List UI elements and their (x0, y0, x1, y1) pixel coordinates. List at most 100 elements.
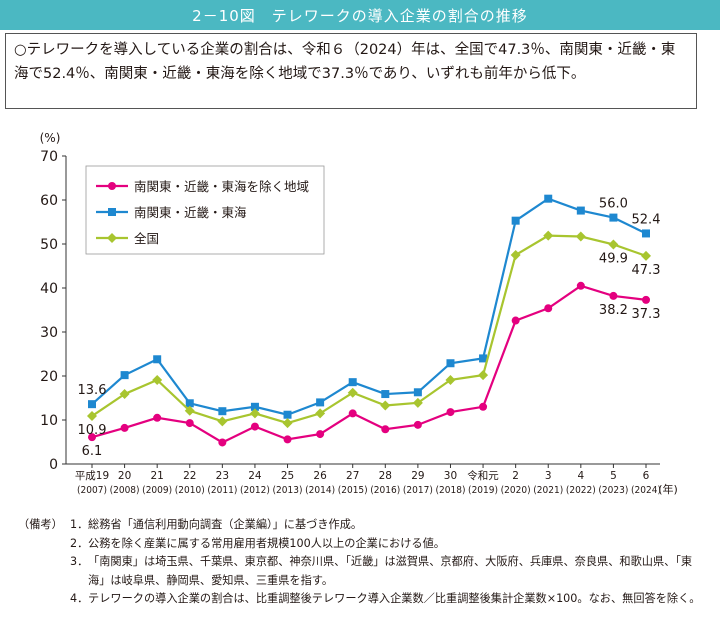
x-tick-label: 30 (444, 470, 457, 482)
y-tick-label: 50 (40, 237, 58, 253)
data-point (108, 208, 116, 216)
x-tick-year: (2020) (501, 485, 531, 496)
chart-svg: 0 10 20 30 40 50 60 70 (%) 平成19 (2007) 20 (2008) 21 (2… (40, 131, 678, 496)
x-tick-label: 25 (281, 470, 294, 482)
x-tick-label: 27 (346, 470, 359, 482)
data-point (609, 213, 618, 222)
x-tick-label: 28 (379, 470, 392, 482)
x-tick-year: (2014) (305, 485, 335, 496)
note-item: （備考） 1． 総務省「通信利用動向調査（企業編）」に基づき作成。 (18, 516, 708, 535)
data-point (381, 425, 390, 434)
data-point (316, 398, 325, 407)
data-point (153, 355, 162, 364)
x-tick-year: (2015) (338, 485, 368, 496)
data-point (250, 422, 259, 431)
note-number: 4． (70, 592, 89, 605)
data-point (88, 433, 96, 442)
notes-prefix: （備考） (18, 518, 63, 531)
y-tick-label: 20 (40, 369, 58, 385)
y-tick-label: 60 (40, 193, 58, 209)
data-point (185, 419, 194, 428)
note-item: 3． 「南関東」は埼玉県、千葉県、東京都、神奈川県、「近畿」は滋賀県、京都府、大… (18, 553, 708, 590)
data-label: 13.6 (78, 383, 107, 398)
data-point (316, 430, 325, 439)
data-point (218, 407, 227, 416)
data-point (108, 182, 116, 190)
data-point (446, 408, 455, 417)
data-point (544, 304, 553, 313)
data-point (642, 229, 650, 238)
x-tick-label: 平成19 (75, 470, 109, 482)
data-point (445, 374, 456, 385)
x-tick-label: 21 (150, 470, 163, 482)
data-point (609, 291, 618, 300)
data-point (348, 378, 357, 387)
data-label: 6.1 (82, 444, 103, 459)
series-line (91, 197, 647, 416)
data-point (479, 354, 488, 363)
series-line (91, 234, 647, 425)
x-tick-year: (2023) (598, 485, 628, 496)
data-point (380, 400, 391, 411)
legend-label: 南関東・近畿・東海を除く地域 (134, 179, 309, 194)
x-tick-year: (2022) (566, 485, 596, 496)
x-tick-year: (2007) (77, 485, 107, 496)
data-point (217, 416, 228, 427)
x-tick-label: 2 (512, 470, 519, 482)
data-label: 37.3 (632, 307, 661, 322)
x-tick-year: (2013) (273, 485, 303, 496)
data-point (119, 389, 130, 400)
x-tick-label: 23 (216, 470, 229, 482)
notes: （備考） 1． 総務省「通信利用動向調査（企業編）」に基づき作成。 2． 公務を… (18, 516, 708, 609)
data-point (576, 206, 585, 215)
x-tick-year: (2010) (175, 485, 205, 496)
x-tick-label: 20 (118, 470, 131, 482)
data-point (413, 420, 422, 429)
data-point (185, 399, 194, 408)
y-tick-label: 40 (40, 281, 58, 297)
data-point (348, 409, 357, 418)
data-point (575, 231, 586, 242)
data-point (218, 438, 227, 447)
data-point (413, 388, 422, 397)
x-tick-year: (2024) (631, 485, 661, 496)
figure-title: 2－10図 テレワークの導入企業の割合の推移 (0, 0, 720, 30)
note-item: 2． 公務を除く産業に属する常用雇用者規模100人以上の企業における値。 (18, 535, 708, 554)
x-tick-year: (2016) (370, 485, 400, 496)
x-tick-label: 26 (313, 470, 327, 482)
legend-label: 南関東・近畿・東海 (134, 205, 247, 220)
x-axis-unit: (年) (658, 482, 678, 496)
x-tick-label: 6 (643, 470, 650, 482)
data-point (479, 402, 488, 411)
data-point (608, 239, 619, 250)
y-tick-label: 30 (40, 325, 58, 341)
data-point (250, 402, 259, 411)
data-point (120, 371, 129, 380)
x-tick-year: (2008) (110, 485, 140, 496)
x-tick-year: (2011) (207, 485, 237, 496)
data-point (283, 410, 292, 419)
data-point (184, 405, 195, 416)
x-tick-year: (2021) (533, 485, 563, 496)
note-text: 「南関東」は埼玉県、千葉県、東京都、神奈川県、「近畿」は滋賀県、京都府、大阪府、… (88, 555, 693, 587)
data-point (412, 397, 423, 408)
x-tick-year: (2019) (468, 485, 498, 496)
legend-box (85, 165, 325, 255)
note-text: 公務を除く産業に属する常用雇用者規模100人以上の企業における値。 (88, 536, 445, 550)
series-line (91, 284, 647, 444)
x-tick-year: (2009) (142, 485, 172, 496)
data-point (283, 435, 292, 444)
data-label: 49.9 (599, 251, 628, 266)
note-item: 4． テレワークの導入企業の割合は、比重調整後テレワーク導入企業数／比重調整後集… (18, 590, 708, 609)
note-text: テレワークの導入企業の割合は、比重調整後テレワーク導入企業数／比重調整後集計企業… (88, 592, 701, 605)
data-point (510, 250, 521, 260)
data-point (153, 413, 162, 422)
data-point (478, 370, 489, 381)
x-tick-year: (2017) (403, 485, 433, 496)
x-tick-label: 令和元 (467, 469, 499, 482)
data-point (88, 400, 96, 409)
y-tick-label: 10 (40, 413, 58, 429)
data-point (543, 230, 554, 241)
data-point (347, 387, 358, 398)
data-label: 10.9 (78, 423, 107, 438)
